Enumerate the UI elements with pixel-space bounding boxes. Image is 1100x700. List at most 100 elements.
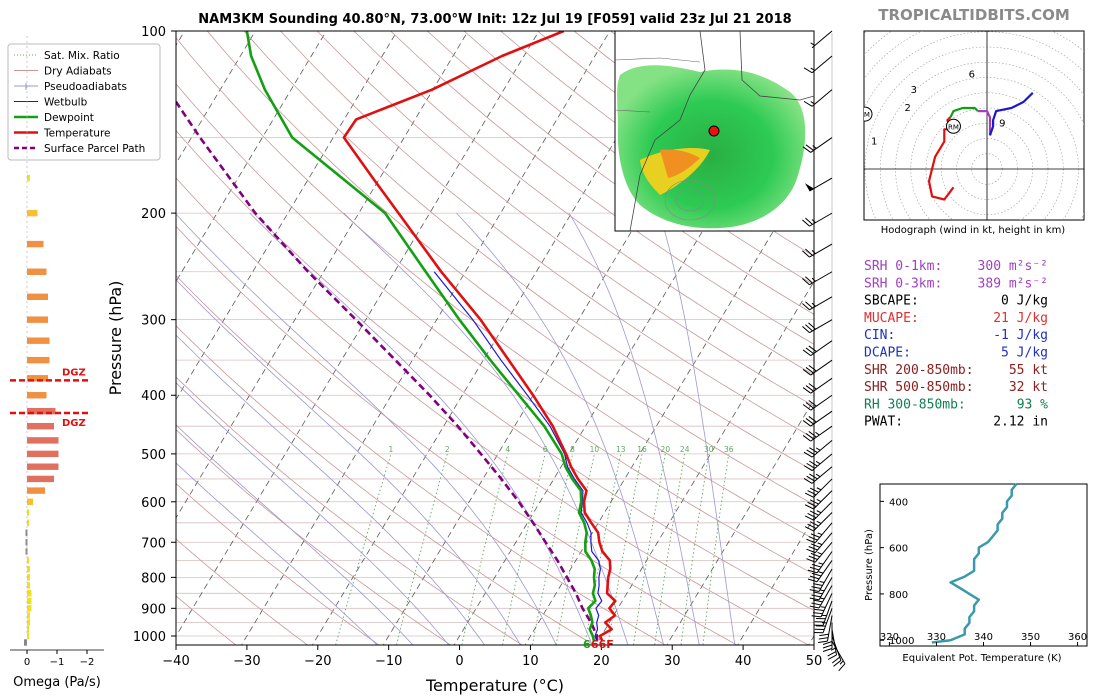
wind-barb-half <box>816 510 822 514</box>
wind-barb <box>804 490 833 510</box>
mixing-ratio-label: 4 <box>505 445 510 454</box>
wind-barb-staff <box>811 30 833 49</box>
wind-barb-full <box>802 404 811 411</box>
wind-barb <box>810 30 833 49</box>
wind-barb-staff <box>809 243 833 258</box>
wind-barb <box>811 593 833 618</box>
mixing-ratio-line <box>584 453 622 645</box>
wind-barb-full <box>808 365 817 372</box>
wind-barb-staff <box>813 490 833 510</box>
wind-barb-full <box>802 369 811 376</box>
wind-barb-full <box>811 602 821 606</box>
x-tick-label: 10 <box>522 654 539 669</box>
index-label: CIN: <box>864 328 895 343</box>
wind-barb-half <box>830 647 836 651</box>
wind-barb-staff <box>816 560 833 582</box>
wind-barb <box>809 577 833 601</box>
wind-barb-full <box>806 558 816 563</box>
wind-barb <box>827 629 838 660</box>
wind-barb <box>806 532 833 554</box>
wind-barb-staff <box>814 522 833 544</box>
y-tick-label: 400 <box>141 389 166 404</box>
wind-barb-full <box>808 322 816 330</box>
wind-barb-half <box>839 660 844 665</box>
isotherm-line <box>176 31 256 165</box>
wind-barb-staff <box>810 410 833 427</box>
omega-bar <box>27 209 38 217</box>
wind-barb-half <box>817 542 823 546</box>
wind-barb-full <box>809 597 820 601</box>
pseudoadiabat-line <box>659 212 736 645</box>
omega-bar <box>27 407 56 415</box>
hodograph-height-label: 3 <box>911 85 917 96</box>
chart-title: NAM3KM Sounding 40.80°N, 73.00°W Init: 1… <box>198 12 791 27</box>
index-value: 32 kt <box>1009 380 1048 395</box>
x-axis-label: Temperature (°C) <box>425 676 564 695</box>
wind-barb-full <box>807 578 818 583</box>
wind-barb-full <box>803 451 813 458</box>
omega-bar <box>27 612 30 619</box>
wind-barb-staff <box>809 319 833 334</box>
wind-barb-full <box>807 501 817 507</box>
wind-barb <box>822 622 833 652</box>
theta-e-x-tick-label: 340 <box>974 632 993 643</box>
mixing-ratio-line <box>654 453 686 645</box>
dry-adiabat-line <box>463 31 814 286</box>
wind-barb-full <box>809 575 820 580</box>
mixing-ratio-label: 2 <box>445 445 450 454</box>
legend-box <box>7 43 161 161</box>
wetbulb-line <box>433 271 603 642</box>
isotherm-line <box>176 31 469 519</box>
wind-barb-half <box>810 101 816 105</box>
theta-e-y-label: Pressure (hPa) <box>864 529 875 601</box>
omega-bar <box>27 268 47 275</box>
wind-barb-full <box>803 67 813 74</box>
wind-barb-full <box>822 641 833 645</box>
wind-barb-half <box>816 487 822 491</box>
wind-barb-full <box>805 217 813 225</box>
y-tick-label: 500 <box>141 448 166 463</box>
wind-barb-staff <box>810 377 833 394</box>
wind-barb <box>807 560 833 583</box>
dry-adiabat-line <box>316 31 814 407</box>
dry-adiabat-line <box>353 31 814 376</box>
theta-e-y-tick-label: 800 <box>889 590 908 601</box>
wind-barb <box>803 89 833 107</box>
wind-barb <box>807 551 833 574</box>
wind-barb-full <box>809 487 819 493</box>
surface-dewpoint-label: 6 <box>583 638 591 651</box>
index-value: 21 J/kg <box>993 311 1048 326</box>
hodograph-caption: Hodograph (wind in kt, height in km) <box>881 225 1066 236</box>
dry-adiabat-line <box>176 37 814 540</box>
hodograph-storm-label: RM <box>948 123 959 131</box>
wind-barb-staff <box>810 340 833 357</box>
wind-barb-staff <box>811 89 833 107</box>
index-value: -1 J/kg <box>993 328 1048 343</box>
wind-barb-full <box>806 449 816 456</box>
omega-bar <box>27 597 32 605</box>
wind-barb-full <box>809 510 819 516</box>
index-value: 2.12 in <box>993 415 1048 430</box>
dry-adiabat-line <box>176 595 237 645</box>
wind-barb-full <box>802 278 810 286</box>
wind-barb-full <box>802 146 811 153</box>
wind-barb <box>804 501 833 521</box>
omega-bar <box>25 539 28 546</box>
y-tick-label: 900 <box>141 602 166 617</box>
wind-barb-full <box>822 648 833 652</box>
dry-adiabat-line <box>206 31 814 506</box>
wind-barb-half <box>815 447 821 451</box>
omega-bar <box>27 509 29 516</box>
wind-barb <box>803 55 833 74</box>
wind-barb-staff <box>818 577 833 601</box>
wind-barb <box>802 377 833 394</box>
wind-barb-full <box>803 100 813 107</box>
wind-barb-staff <box>811 453 833 471</box>
wind-barb-half <box>818 571 824 574</box>
omega-bar <box>25 548 28 555</box>
wind-barb <box>803 453 833 472</box>
dry-adiabat-line <box>243 31 814 472</box>
index-label: PWAT: <box>864 415 903 430</box>
mixing-ratio-label: 1 <box>389 445 394 454</box>
wind-barb-full <box>813 591 823 595</box>
